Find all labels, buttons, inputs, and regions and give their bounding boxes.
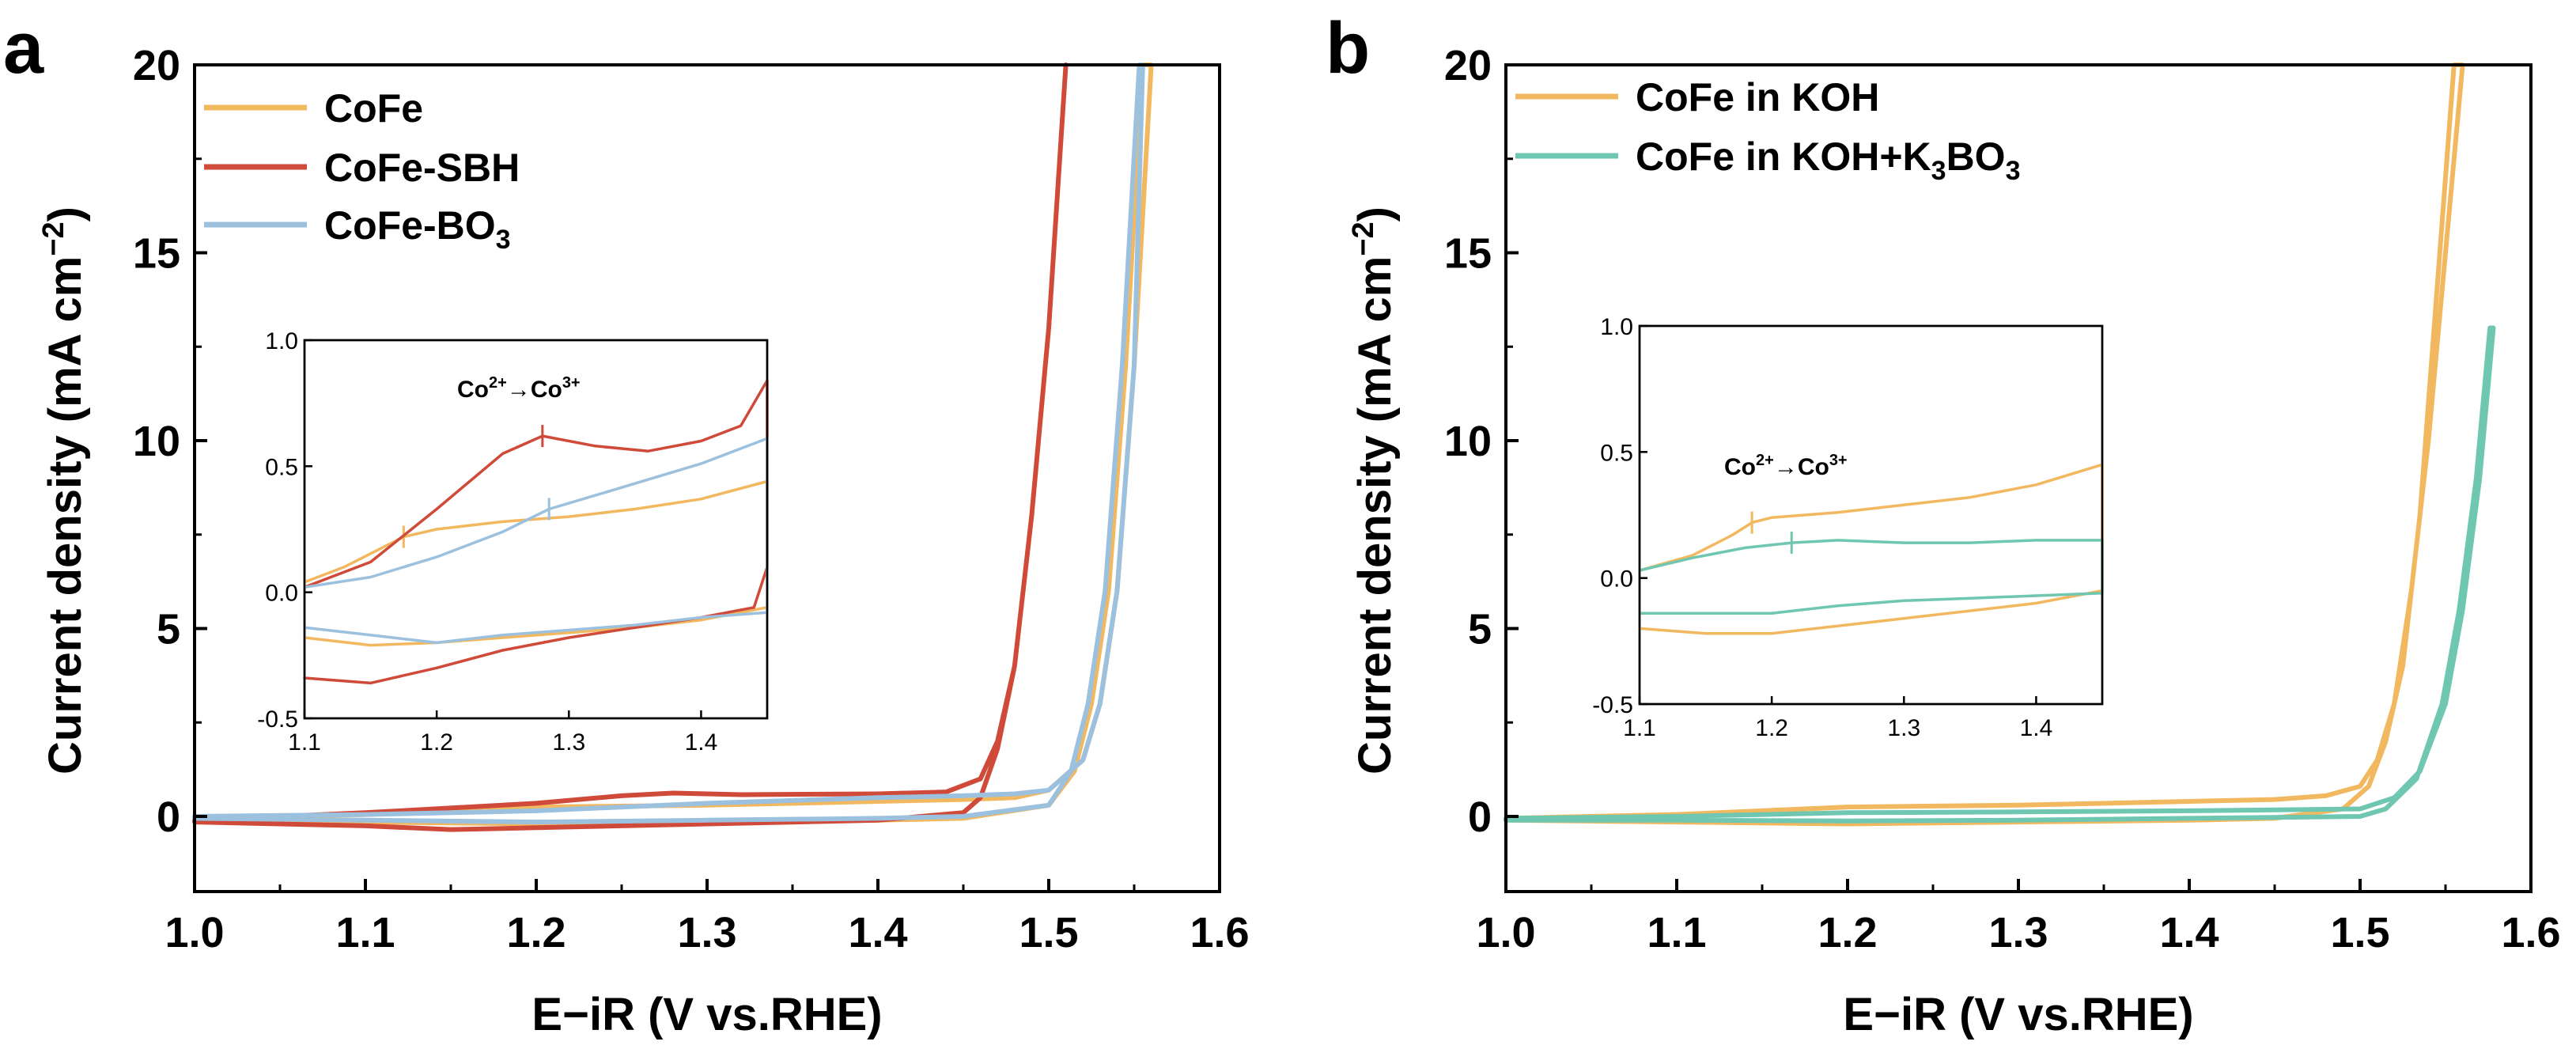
panel-a-inset-border	[303, 339, 769, 720]
inset-y-tick-label: 0.0	[265, 581, 298, 607]
panel-b-y-ticks: 0 5 10 15 20	[1444, 42, 1519, 841]
x-tick-label: 1.6	[1190, 909, 1249, 956]
panel-b-legend: CoFe in KOH CoFe in KOH+K3BO3	[1515, 75, 2020, 186]
panel-label-a: a	[3, 8, 44, 89]
panel-b-x-ticks: 1.0 1.1 1.2 1.3 1.4 1.5 1.6	[1476, 879, 2561, 956]
legend-label-cofe-bo3: CoFe-BO3	[324, 203, 511, 255]
inset-x-tick-label: 1.4	[2020, 715, 2053, 741]
inset-x-tick-label: 1.2	[1755, 715, 1788, 741]
panel-b-inset: 1.1 1.2 1.3 1.4 1.0 0.5 0.0 -0.5 Co2+→Co3+	[1592, 314, 2104, 741]
y-tick-label: 0	[1468, 793, 1492, 841]
panel-b: b 1.0 1.1 1.2 1.3 1.4 1.5 1.6 0 5 10 15 20 E−iR (V…	[1326, 8, 2561, 1040]
inset-series-cofe-in-koh-line	[1638, 463, 2104, 635]
inset-y-tick-label: 0.5	[265, 454, 298, 480]
panel-b-curves	[1504, 62, 2496, 827]
inset-y-tick-label: 0.0	[1600, 566, 1633, 593]
panel-a-inset-x-ticks: 1.1 1.2 1.3 1.4	[288, 710, 717, 756]
legend-label-cofe: CoFe	[324, 86, 423, 131]
inset-x-tick-label: 1.4	[685, 729, 718, 756]
panel-a: a 1.0 1.1 1.2 1.3 1.4 1.5 1.6 0 5 10 15 20 E−iR (V…	[3, 8, 1250, 1040]
panel-b-y-axis-label: Current density (mA cm−2)	[1347, 206, 1401, 774]
inset-x-tick-label: 1.3	[1887, 715, 1920, 741]
panel-b-inset-frame	[1638, 324, 2104, 706]
panel-a-y-axis-label: Current density (mA cm−2)	[37, 206, 91, 774]
y-tick-label: 10	[1444, 418, 1492, 465]
x-tick-label: 1.2	[1818, 909, 1877, 956]
x-tick-label: 1.4	[848, 909, 907, 956]
panel-a-inset-annotation: Co2+→Co3+	[457, 374, 581, 403]
x-tick-label: 1.2	[506, 909, 566, 956]
y-tick-label: 20	[133, 42, 180, 89]
panel-b-inset-annotation: Co2+→Co3+	[1724, 452, 1848, 480]
y-tick-label: 5	[1468, 606, 1492, 653]
inset-y-tick-label: -0.5	[257, 706, 298, 733]
x-tick-label: 1.0	[1476, 909, 1535, 956]
x-tick-label: 1.0	[165, 909, 224, 956]
legend-label-cofe-in-koh: CoFe in KOH	[1636, 75, 1879, 119]
panel-b-x-axis-label: E−iR (V vs.RHE)	[1843, 989, 2193, 1040]
inset-x-tick-label: 1.3	[552, 729, 585, 756]
x-tick-label: 1.5	[1019, 909, 1078, 956]
panel-a-inset: 1.1 1.2 1.3 1.4 1.0 0.5 0.0 -0.5 Co2+→Co3+	[257, 328, 769, 756]
x-tick-label: 1.1	[1647, 909, 1706, 956]
inset-x-tick-label: 1.2	[420, 729, 453, 756]
y-tick-label: 20	[1444, 42, 1492, 89]
y-tick-label: 5	[157, 606, 180, 653]
x-tick-label: 1.4	[2159, 909, 2219, 956]
panel-b-inset-y-ticks: 1.0 0.5 0.0 -0.5	[1592, 314, 1647, 718]
panel-b-inset-x-ticks: 1.1 1.2 1.3 1.4	[1623, 696, 2052, 741]
legend-label-cofe-in-koh-k3bo3: CoFe in KOH+K3BO3	[1636, 134, 2020, 186]
y-tick-label: 15	[133, 230, 180, 278]
x-tick-label: 1.5	[2330, 909, 2389, 956]
inset-x-tick-label: 1.1	[1623, 715, 1656, 741]
panel-a-x-ticks: 1.0 1.1 1.2 1.3 1.4 1.5 1.6	[165, 879, 1250, 956]
panel-b-inset-border	[1638, 324, 2104, 706]
y-tick-label: 0	[157, 793, 180, 841]
panel-a-legend: CoFe CoFe-SBH CoFe-BO3	[204, 86, 520, 255]
x-tick-label: 1.1	[335, 909, 395, 956]
panel-a-y-ticks: 0 5 10 15 20	[133, 42, 207, 841]
panel-a-x-axis-label: E−iR (V vs.RHE)	[531, 989, 882, 1040]
inset-y-tick-label: 1.0	[265, 328, 298, 354]
inset-y-tick-label: 1.0	[1600, 314, 1633, 340]
y-tick-label: 15	[1444, 230, 1492, 278]
panel-a-inset-frame	[303, 339, 769, 720]
x-tick-label: 1.6	[2501, 909, 2560, 956]
y-tick-label: 10	[133, 418, 180, 465]
inset-x-tick-label: 1.1	[288, 729, 321, 756]
x-tick-label: 1.3	[1988, 909, 2048, 956]
series-cofe-sbh-line	[192, 62, 1069, 832]
inset-y-tick-label: 0.5	[1600, 440, 1633, 466]
panel-a-inset-y-ticks: 1.0 0.5 0.0 -0.5	[257, 328, 312, 733]
inset-y-tick-label: -0.5	[1592, 692, 1633, 718]
panel-label-b: b	[1326, 8, 1370, 89]
legend-label-cofe-sbh: CoFe-SBH	[324, 146, 520, 190]
series-cofe-in-koh-k-line	[1504, 325, 2496, 824]
x-tick-label: 1.3	[677, 909, 736, 956]
